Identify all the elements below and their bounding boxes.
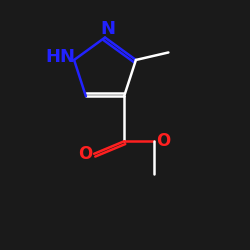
Text: O: O — [156, 132, 170, 150]
Text: HN: HN — [45, 48, 75, 66]
Text: N: N — [100, 20, 115, 38]
Text: O: O — [78, 145, 92, 163]
